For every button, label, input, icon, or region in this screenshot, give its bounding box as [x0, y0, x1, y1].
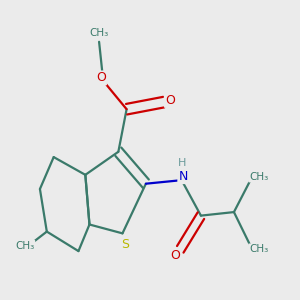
Text: S: S	[121, 238, 129, 250]
Text: CH₃: CH₃	[89, 28, 109, 38]
Text: N: N	[178, 170, 188, 183]
Text: H: H	[178, 158, 186, 168]
Text: O: O	[170, 249, 180, 262]
Text: CH₃: CH₃	[249, 244, 268, 254]
Text: O: O	[165, 94, 175, 107]
Text: CH₃: CH₃	[249, 172, 268, 182]
Text: O: O	[96, 71, 106, 85]
Text: CH₃: CH₃	[15, 241, 34, 251]
